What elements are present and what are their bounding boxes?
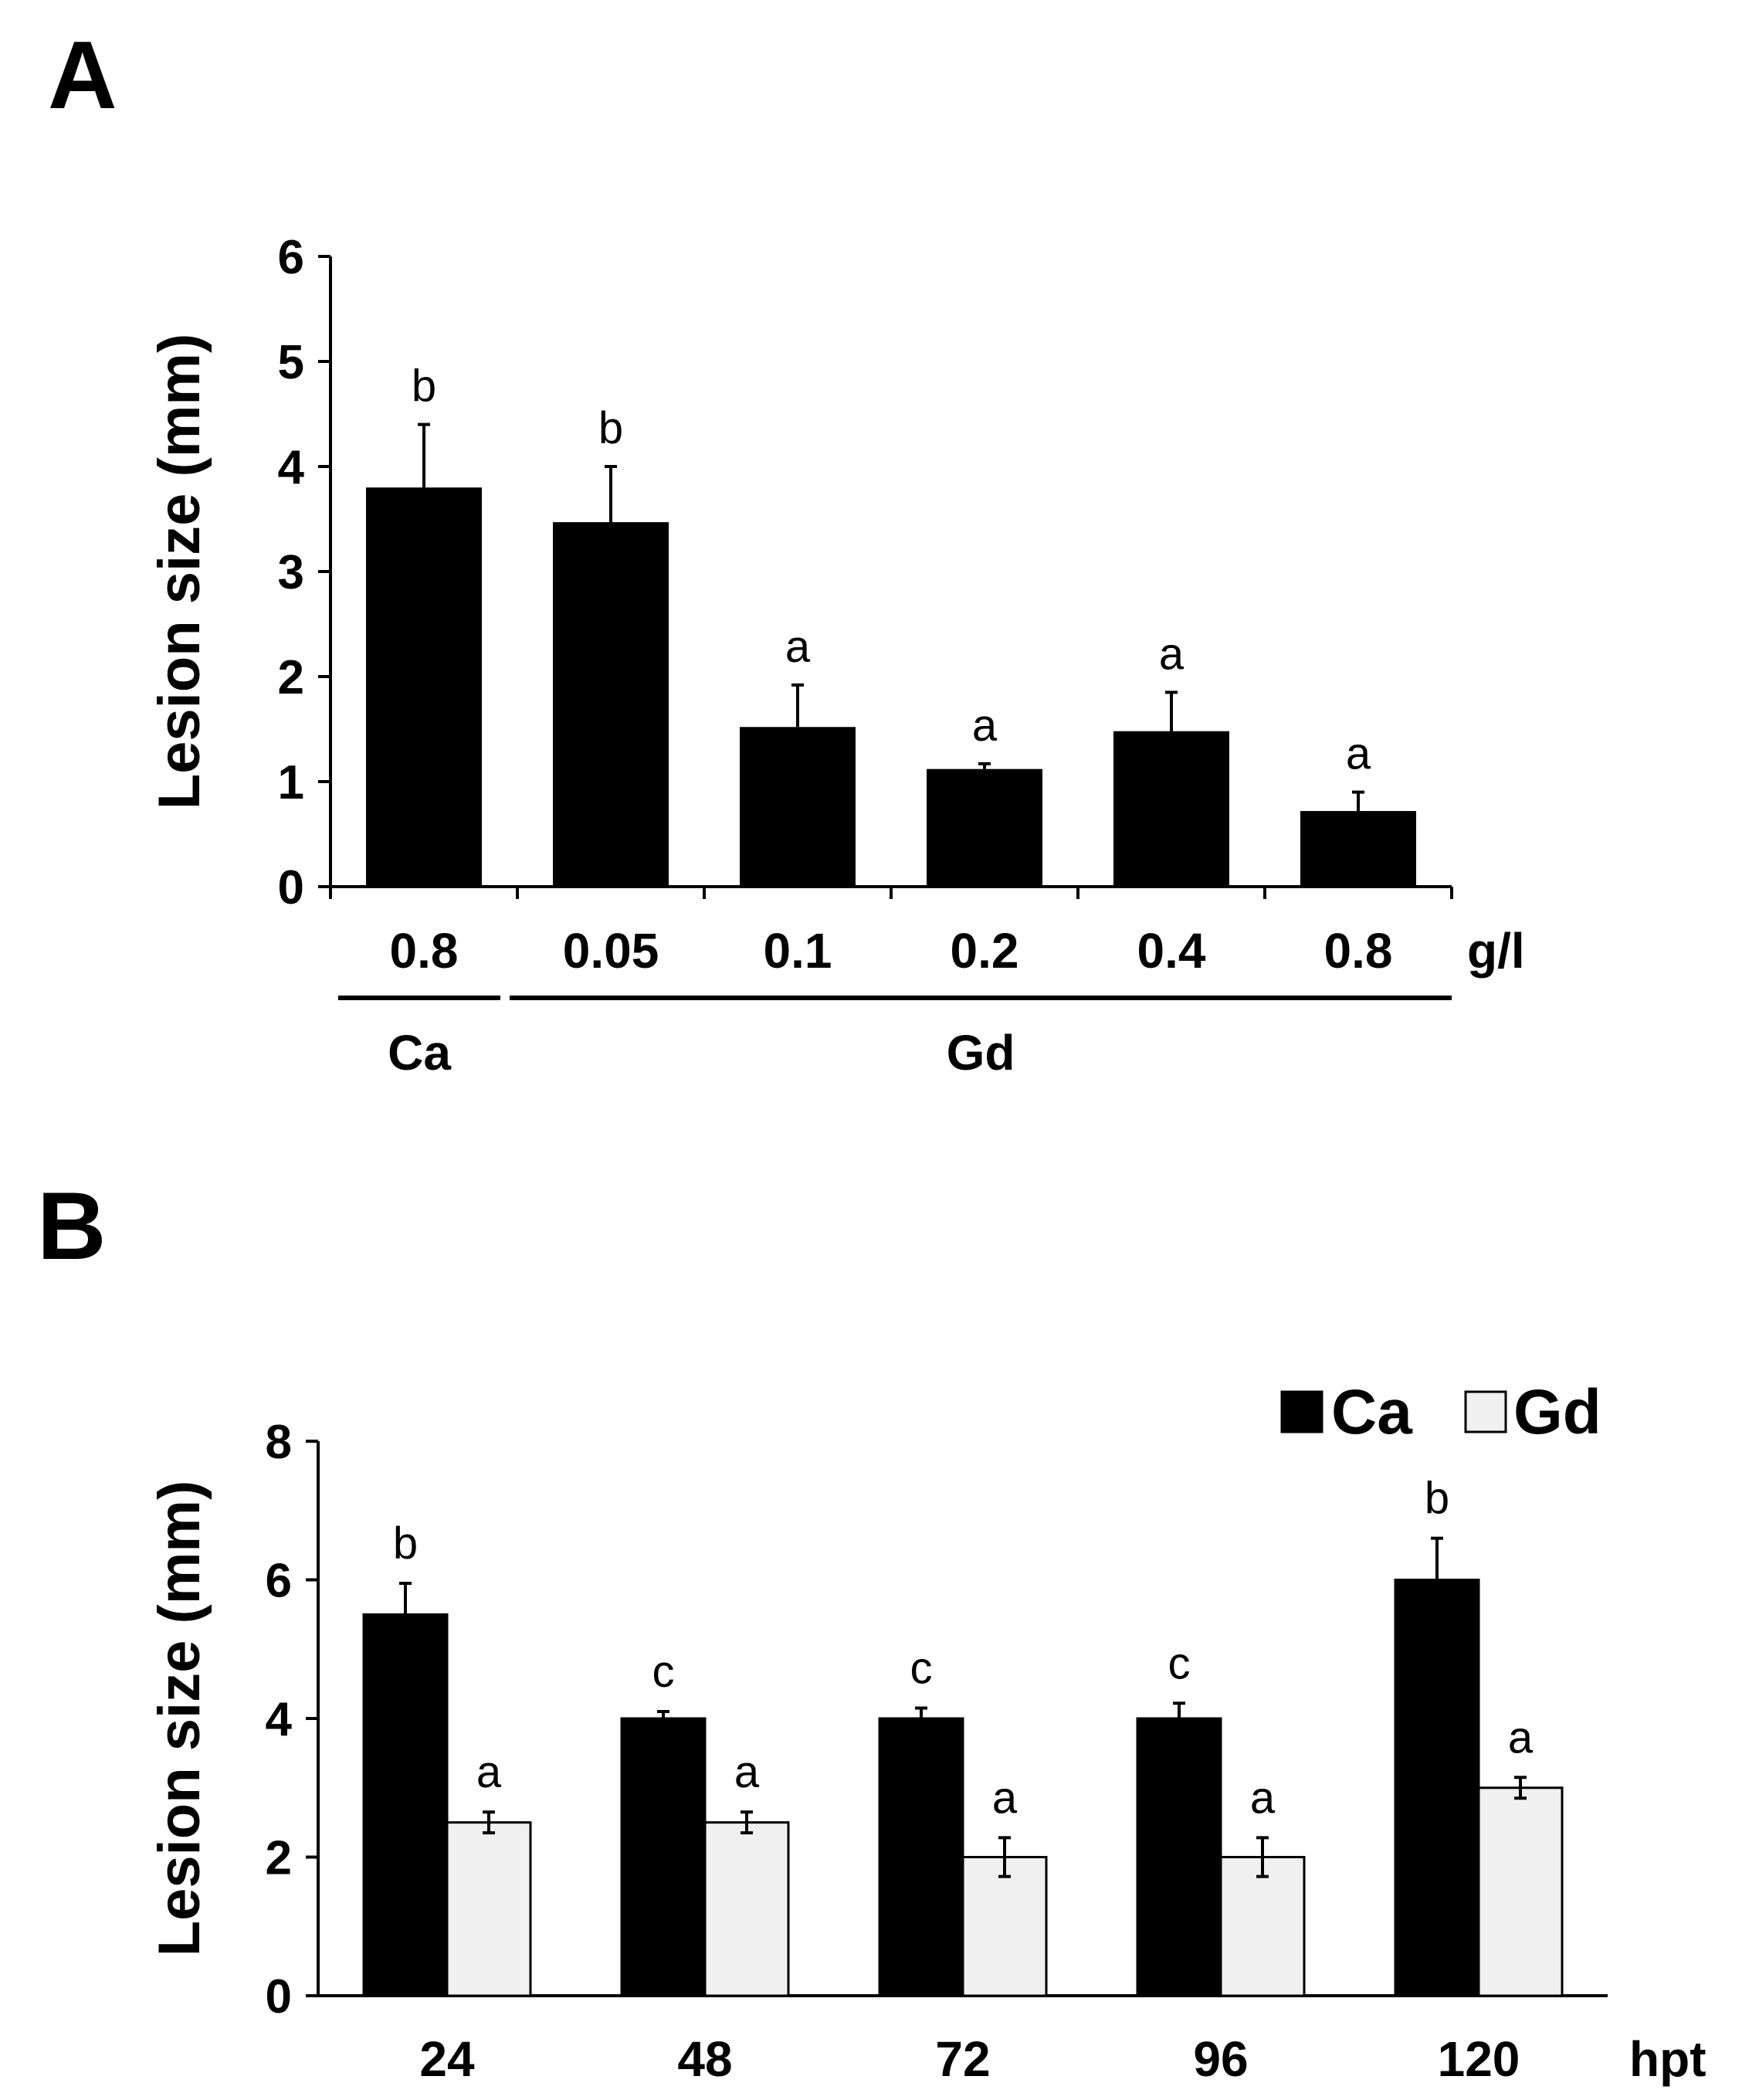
- bar-gd: [961, 1856, 1048, 1997]
- group-label-gd: Gd: [947, 1025, 1015, 1081]
- significance-label: a: [476, 1747, 502, 1797]
- y-tick-label: 1: [278, 756, 304, 809]
- significance-label: b: [393, 1518, 418, 1569]
- x-tick-label: 48: [677, 2031, 732, 2087]
- y-axis-label: Lesion size (mm): [147, 334, 212, 810]
- x-tick-label: 96: [1193, 2031, 1248, 2087]
- significance-label: a: [785, 622, 811, 672]
- bar: [927, 768, 1042, 887]
- y-tick-label: 2: [278, 651, 304, 704]
- bar-gd: [1477, 1786, 1564, 1997]
- bar-ca: [1394, 1579, 1480, 1997]
- panel-label-a: A: [48, 22, 117, 129]
- y-tick-label: 4: [266, 1693, 293, 1746]
- bar-gd: [446, 1821, 532, 1997]
- x-tick-label: 24: [419, 2031, 475, 2087]
- significance-label: a: [1508, 1712, 1534, 1762]
- y-axis-label: Lesion size (mm): [147, 1481, 212, 1957]
- x-tick-label: 0.2: [951, 923, 1019, 979]
- bar-gd: [1219, 1856, 1306, 1997]
- legend-swatch-gd: [1464, 1390, 1507, 1433]
- bar-ca: [878, 1717, 964, 1997]
- significance-label: a: [992, 1773, 1018, 1823]
- bar: [1300, 811, 1416, 887]
- significance-label: b: [598, 403, 623, 453]
- bar-gd: [703, 1821, 790, 1997]
- significance-label: a: [1159, 629, 1185, 679]
- bar-ca: [1136, 1717, 1222, 1997]
- significance-label: c: [910, 1644, 933, 1694]
- group-label-ca: Ca: [388, 1025, 451, 1081]
- x-tick-label: 0.05: [563, 923, 659, 979]
- bar: [366, 487, 482, 887]
- bar: [553, 522, 669, 887]
- bar-ca: [362, 1613, 449, 1997]
- y-tick-label: 8: [266, 1416, 292, 1469]
- y-tick-label: 5: [278, 336, 304, 389]
- significance-label: b: [1425, 1474, 1449, 1524]
- bar-ca: [620, 1717, 707, 1997]
- significance-label: a: [1346, 729, 1371, 779]
- y-tick-label: 6: [266, 1555, 292, 1608]
- legend-label-gd: Gd: [1513, 1377, 1601, 1447]
- legend-swatch-ca: [1280, 1390, 1323, 1433]
- y-tick-label: 4: [278, 441, 305, 494]
- significance-label: a: [972, 701, 998, 751]
- y-tick-label: 3: [278, 546, 304, 599]
- panel-label-b: B: [37, 1173, 107, 1280]
- legend-label-ca: Ca: [1331, 1377, 1413, 1447]
- y-tick-label: 0: [278, 861, 304, 914]
- x-tick-label: 72: [935, 2031, 990, 2087]
- x-tick-label: 120: [1438, 2031, 1520, 2087]
- x-axis-label: hpt: [1629, 2031, 1706, 2087]
- x-tick-label: 0.8: [390, 923, 459, 979]
- chart-a: 0 1 2 3 4 5 6 Lesion size (mm) b 0.8 b 0.05 a 0.1 a 0.2…: [147, 231, 1525, 1081]
- y-tick-label: 0: [266, 1970, 292, 2024]
- unit-label: g/l: [1467, 923, 1525, 979]
- significance-label: a: [734, 1747, 760, 1797]
- significance-label: a: [1250, 1773, 1276, 1823]
- x-tick-label: 0.4: [1137, 923, 1206, 979]
- bar: [740, 727, 856, 887]
- x-tick-label: 0.8: [1324, 923, 1393, 979]
- x-tick-label: 0.1: [764, 923, 832, 979]
- significance-label: c: [1168, 1638, 1191, 1688]
- y-tick-label: 6: [278, 231, 304, 284]
- y-tick-label: 2: [266, 1832, 292, 1885]
- bar: [1113, 731, 1229, 887]
- significance-label: c: [652, 1647, 675, 1697]
- significance-label: b: [412, 361, 436, 412]
